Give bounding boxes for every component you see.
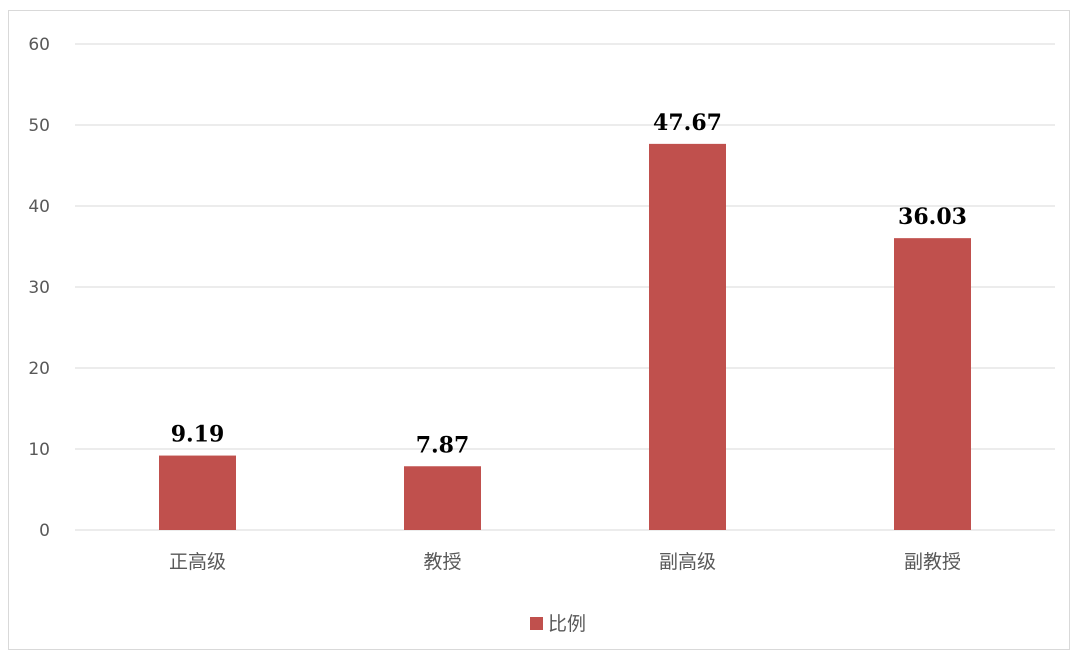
x-axis-ticks: 正高级 教授 副高级 副教授 [169, 551, 961, 573]
bar-2 [404, 466, 481, 530]
legend: 比例 [530, 613, 586, 635]
x-tick-label-3: 副高级 [659, 551, 716, 573]
y-axis-ticks: 0 10 20 30 40 50 60 [28, 35, 50, 541]
y-tick-label: 10 [28, 440, 50, 460]
bars [159, 143, 971, 531]
x-tick-label-2: 教授 [423, 551, 461, 573]
y-tick-label: 20 [28, 359, 50, 379]
y-tick-label: 0 [39, 521, 50, 541]
data-label-4: 36.03 [898, 204, 967, 230]
y-tick-label: 60 [28, 35, 50, 55]
chart-frame [8, 10, 1070, 650]
bar-3 [649, 143, 726, 531]
data-label-2: 7.87 [416, 432, 470, 458]
data-labels: 9.19 7.87 47.67 36.03 [171, 110, 967, 458]
data-label-3: 47.67 [653, 110, 722, 136]
x-tick-label-4: 副教授 [904, 551, 961, 573]
data-label-1: 9.19 [171, 422, 225, 448]
x-tick-label-1: 正高级 [169, 551, 226, 573]
y-tick-label: 50 [28, 116, 50, 136]
bar-1 [159, 455, 236, 530]
y-tick-label: 40 [28, 197, 50, 217]
y-tick-label: 30 [28, 278, 50, 298]
bar-4 [894, 238, 971, 531]
legend-swatch [530, 617, 543, 630]
gridlines [75, 43, 1055, 531]
legend-label: 比例 [548, 613, 586, 635]
